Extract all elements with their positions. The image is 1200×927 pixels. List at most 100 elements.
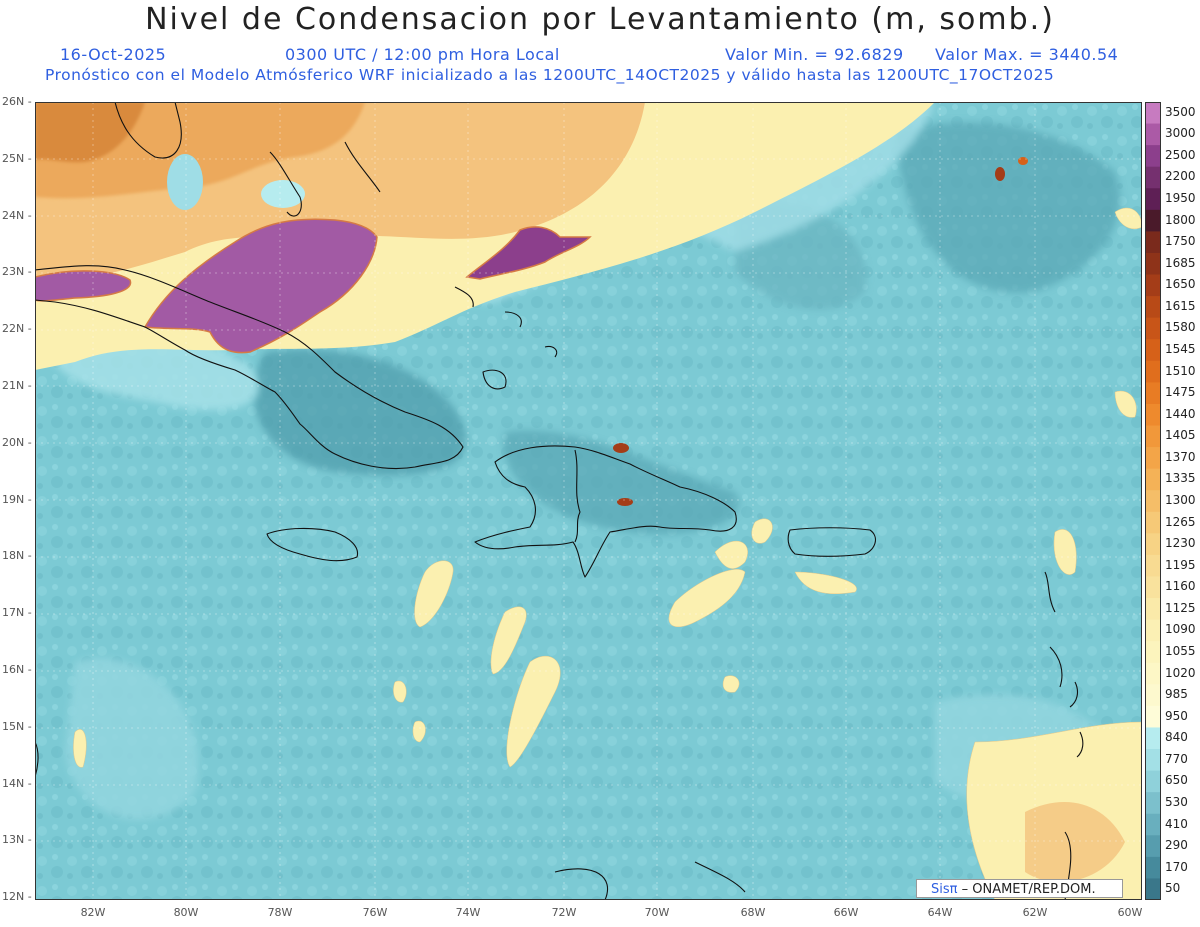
colorbar-swatch	[1145, 511, 1161, 534]
colorbar-label: 1230	[1165, 536, 1196, 551]
colorbar-swatch	[1145, 705, 1161, 728]
colorbar-swatch	[1145, 598, 1161, 621]
bahamas-4	[504, 311, 522, 328]
map-title: Nivel de Condensacion por Levantamiento …	[145, 2, 1055, 37]
longitude-label: 74W	[455, 906, 481, 919]
colorbar-label: 290	[1165, 838, 1188, 853]
colorbar-label: 985	[1165, 687, 1188, 702]
colorbar-label: 3000	[1165, 126, 1196, 141]
latitude-label: 19N -	[2, 493, 32, 506]
latitude-label: 26N -	[2, 95, 32, 108]
colorbar-swatch	[1145, 684, 1161, 707]
colorbar-swatch	[1145, 856, 1161, 879]
latitude-label: 22N -	[2, 322, 32, 335]
hispaniola-coast	[474, 445, 737, 578]
colorbar-label: 950	[1165, 708, 1188, 723]
colorbar-swatch	[1145, 382, 1161, 405]
colorbar-swatch	[1145, 662, 1161, 685]
colorbar-swatch	[1145, 123, 1161, 146]
longitude-label: 60W	[1117, 906, 1143, 919]
colorbar-label: 50	[1165, 881, 1181, 896]
longitude-label: 80W	[173, 906, 199, 919]
latitude-label: 25N -	[2, 152, 32, 165]
colorbar-label: 1195	[1165, 557, 1196, 572]
colorbar-swatch	[1145, 209, 1161, 232]
colorbar-label: 770	[1165, 751, 1188, 766]
colorbar-swatch	[1145, 533, 1161, 556]
colorbar-swatch	[1145, 468, 1161, 491]
bahamas-5	[482, 369, 507, 390]
longitude-label: 66W	[833, 906, 859, 919]
purple-zone-central	[143, 218, 378, 354]
colorbar-label: 1685	[1165, 255, 1196, 270]
purple-zone-cuba-west	[35, 270, 132, 302]
colorbar-swatch	[1145, 188, 1161, 211]
longitude-label: 78W	[267, 906, 293, 919]
colorbar-label: 1800	[1165, 212, 1196, 227]
colorbar-swatch	[1145, 770, 1161, 793]
date-label: 16-Oct-2025	[60, 45, 167, 64]
colorbar-label: 840	[1165, 730, 1188, 745]
colorbar-swatch	[1145, 166, 1161, 189]
purple-zone-east	[465, 226, 592, 280]
colorbar-swatch	[1145, 490, 1161, 513]
colorbar-swatch	[1145, 835, 1161, 858]
colorbar-swatch	[1145, 813, 1161, 836]
colorbar-label: 1265	[1165, 514, 1196, 529]
colorbar-label: 1090	[1165, 622, 1196, 637]
colorbar-label: 1055	[1165, 643, 1196, 658]
colorbar-swatch	[1145, 447, 1161, 470]
colorbar	[1145, 102, 1161, 900]
colorbar-label: 1615	[1165, 298, 1196, 313]
colorbar-swatch	[1145, 360, 1161, 383]
latitude-label: 18N -	[2, 549, 32, 562]
cuba-coast	[35, 265, 464, 470]
graticule	[35, 102, 1142, 900]
turks-islands	[544, 346, 558, 358]
max-value-label: Valor Max. = 3440.54	[935, 45, 1119, 64]
colorbar-label: 170	[1165, 859, 1188, 874]
latitude-label: 17N -	[2, 606, 32, 619]
bahamas-3	[454, 286, 474, 308]
lcl-map	[35, 102, 1142, 900]
colorbar-label: 1510	[1165, 363, 1196, 378]
colorbar-label: 1650	[1165, 277, 1196, 292]
dry-core	[35, 102, 145, 163]
longitude-label: 76W	[362, 906, 388, 919]
colorbar-swatch	[1145, 727, 1161, 750]
colorbar-swatch	[1145, 403, 1161, 427]
longitude-label: 82W	[80, 906, 106, 919]
puerto-rico-coast	[787, 527, 876, 557]
colorbar-swatch	[1145, 102, 1161, 125]
colorbar-label: 2500	[1165, 147, 1196, 162]
colorbar-label: 1580	[1165, 320, 1196, 335]
latitude-label: 13N -	[2, 833, 32, 846]
colorbar-swatch	[1145, 145, 1161, 168]
colorbar-swatch	[1145, 554, 1161, 577]
colorbar-swatch	[1145, 425, 1161, 448]
latitude-label: 15N -	[2, 720, 32, 733]
credit-logo: Sisπ	[931, 882, 958, 897]
colorbar-label: 1160	[1165, 579, 1196, 594]
latitude-label: 24N -	[2, 209, 32, 222]
jamaica-coast	[266, 527, 359, 562]
credit-box: Sisπ – ONAMET/REP.DOM.	[916, 879, 1123, 898]
min-value-label: Valor Min. = 92.6829	[725, 45, 904, 64]
latitude-label: 16N -	[2, 663, 32, 676]
colorbar-label: 1370	[1165, 449, 1196, 464]
colorbar-label: 3500	[1165, 104, 1196, 119]
colorbar-label: 1475	[1165, 385, 1196, 400]
colorbar-swatch	[1145, 878, 1161, 900]
colorbar-label: 1335	[1165, 471, 1196, 486]
colorbar-label: 650	[1165, 773, 1188, 788]
haiti-border	[574, 449, 581, 543]
longitude-label: 62W	[1022, 906, 1048, 919]
longitude-label: 72W	[551, 906, 577, 919]
latitude-label: 23N -	[2, 265, 32, 278]
colorbar-label: 1300	[1165, 493, 1196, 507]
hot-spots	[613, 157, 1028, 506]
lesser-antilles	[1044, 571, 1084, 758]
florida-coast	[114, 102, 182, 159]
colorbar-label: 2200	[1165, 169, 1196, 184]
bahamas-1	[269, 151, 302, 217]
